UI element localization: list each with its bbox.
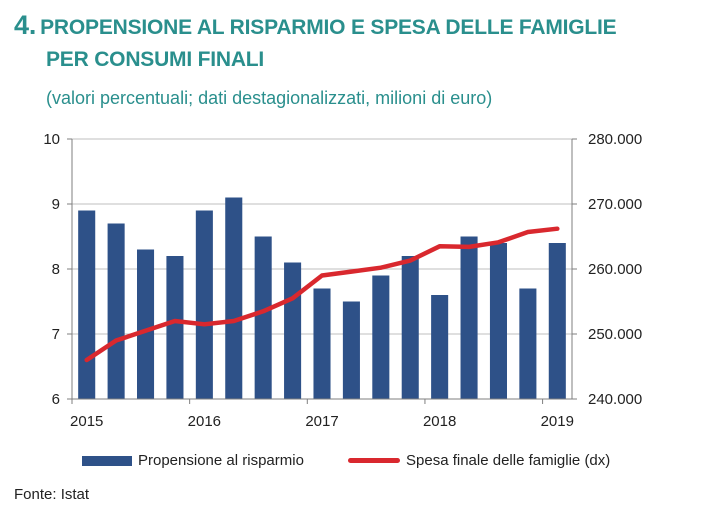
bar <box>342 301 360 399</box>
x-axis-tick-label: 2017 <box>305 413 338 430</box>
series-line <box>84 226 560 363</box>
chart-number: 4. <box>14 10 37 40</box>
bar <box>401 256 419 399</box>
bar <box>107 223 125 399</box>
x-axis-tick-label: 2016 <box>188 413 221 430</box>
right-axis-tick-label: 270.000 <box>588 196 642 213</box>
legend-label-spending: Spesa finale delle famiglie (dx) <box>406 452 611 469</box>
bar <box>78 210 96 399</box>
chart-subtitle: (valori percentuali; dati destagionalizz… <box>46 88 493 108</box>
right-axis-tick-label: 260.000 <box>588 261 642 278</box>
chart-title-text: PROPENSIONE AL RISPARMIO E SPESA DELLE F… <box>40 16 617 39</box>
axes: 6 240.000 7 250.000 8 260.000 9 270.000 10 280.00… <box>43 131 642 430</box>
bar <box>372 275 390 399</box>
legend-label-savings: Propensione al risparmio <box>138 452 304 469</box>
gridlines <box>72 138 572 400</box>
bar <box>460 236 478 399</box>
bar <box>137 249 155 399</box>
bar-series <box>78 197 566 399</box>
left-axis-tick-label: 7 <box>52 326 60 343</box>
right-axis-tick-label: 240.000 <box>588 391 642 408</box>
bar <box>166 256 184 399</box>
legend-swatch-bar <box>82 455 132 466</box>
bar <box>519 288 537 399</box>
x-axis-tick-label: 2015 <box>70 413 103 430</box>
chart-title-line-1: 4. PROPENSIONE AL RISPARMIO E SPESA DELLE… <box>14 10 617 41</box>
right-axis-tick-label: 280.000 <box>588 131 642 148</box>
legend-item-spending: Spesa finale delle famiglie (dx) <box>348 452 610 469</box>
bar <box>489 243 507 399</box>
bar <box>195 210 213 399</box>
left-axis-tick-label: 8 <box>52 261 60 278</box>
legend-swatch-line <box>348 458 400 463</box>
bar <box>431 295 449 399</box>
bar <box>548 243 566 399</box>
left-axis-tick-label: 6 <box>52 391 60 408</box>
x-axis-tick-label: 2018 <box>423 413 456 430</box>
line-series <box>84 226 560 363</box>
left-axis-tick-label: 9 <box>52 196 60 213</box>
chart-legend: Propensione al risparmio Spesa finale de… <box>0 452 713 472</box>
bar <box>284 262 302 399</box>
bar <box>225 197 243 399</box>
chart-title-line-2: PER CONSUMI FINALI <box>46 48 265 71</box>
left-axis-tick-label: 10 <box>43 131 60 148</box>
source-note: Fonte: Istat <box>14 486 90 503</box>
bar <box>254 236 272 399</box>
bar <box>313 288 331 399</box>
right-axis-tick-label: 250.000 <box>588 326 642 343</box>
legend-item-savings: Propensione al risparmio <box>82 452 304 469</box>
x-axis-tick-label: 2019 <box>541 413 574 430</box>
